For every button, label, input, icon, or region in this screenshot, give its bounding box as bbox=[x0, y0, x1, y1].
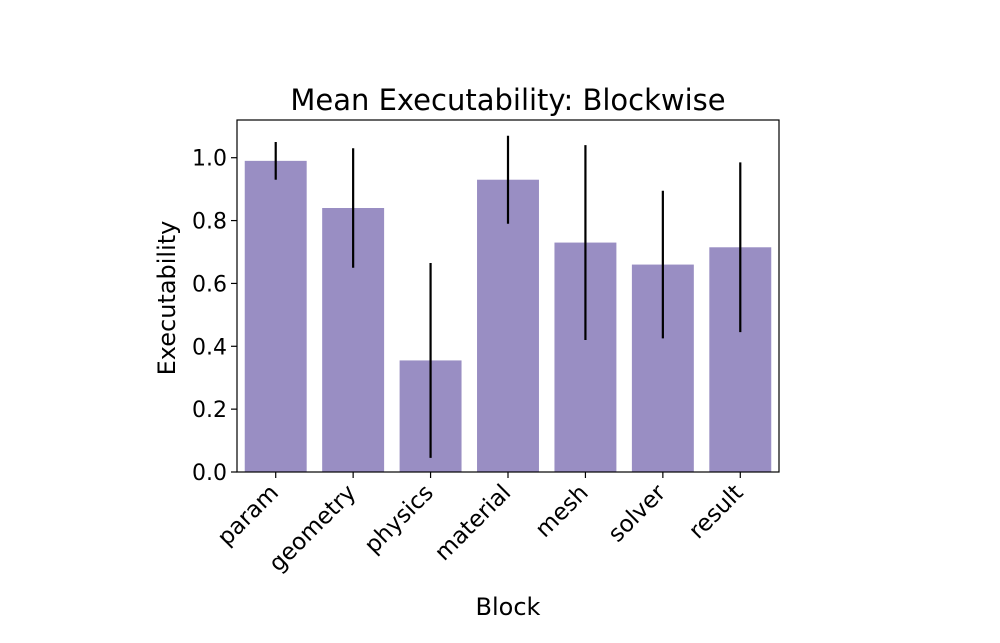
y-axis-ticks: 0.0 0.2 0.4 0.6 0.8 1.0 bbox=[192, 147, 237, 486]
error-bars-group bbox=[274, 135, 742, 458]
x-tick-label: physics bbox=[360, 480, 439, 559]
y-tick-label: 0.4 bbox=[192, 335, 227, 360]
y-axis-label: Executability bbox=[153, 221, 181, 376]
y-tick-label: 0.6 bbox=[192, 272, 227, 297]
x-tick-label: solver bbox=[603, 479, 671, 547]
x-tick-label: param bbox=[213, 480, 284, 551]
x-tick-label: result bbox=[684, 480, 748, 544]
chart-title: Mean Executability: Blockwise bbox=[290, 83, 725, 117]
x-axis-label: Block bbox=[476, 593, 541, 621]
y-tick-label: 0.8 bbox=[192, 210, 227, 235]
x-tick-label: mesh bbox=[531, 480, 594, 543]
bar-material bbox=[477, 179, 539, 472]
y-tick-label: 0.0 bbox=[192, 461, 227, 486]
x-tick-label: material bbox=[430, 480, 516, 566]
y-tick-label: 0.2 bbox=[192, 398, 227, 423]
bars-group bbox=[244, 160, 772, 472]
y-tick-label: 1.0 bbox=[192, 147, 227, 172]
bar-param bbox=[244, 160, 307, 472]
